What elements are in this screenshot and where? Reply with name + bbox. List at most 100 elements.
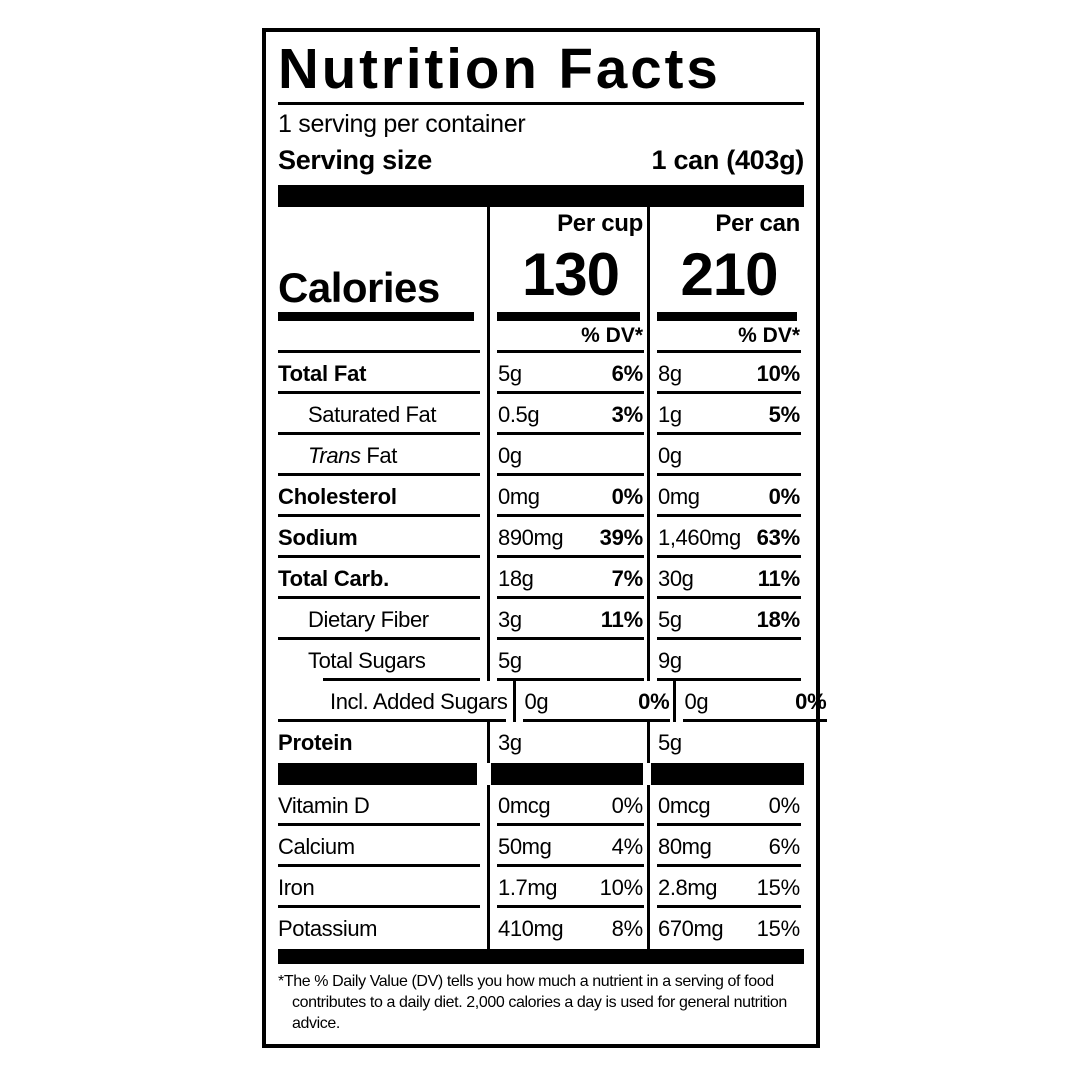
per-cup-amount: 0g [498, 442, 522, 468]
nutrient-label: Total Fat [278, 360, 367, 386]
per-can-dv: 0% [768, 792, 801, 818]
nutrient-label: Iron [278, 874, 315, 900]
per-cup-dv: 6% [611, 360, 644, 386]
nutrient-row-saturated-fat: Saturated Fat 0.5g 3% 1g 5% [278, 394, 804, 435]
nutrient-row-dietary-fiber: Dietary Fiber 3g 11% 5g 18% [278, 599, 804, 640]
calories-underbar [278, 312, 474, 321]
per-cup-dv: 11% [600, 606, 643, 632]
nutrient-label: Dietary Fiber [308, 606, 429, 632]
per-cup-dv: 7% [611, 565, 644, 591]
nutrient-label: Potassium [278, 915, 378, 941]
calories-label-cell: Calories [278, 207, 487, 321]
dv-header-spacer [278, 321, 487, 353]
per-can-dv: 18% [756, 606, 801, 632]
per-cup-dv: 8% [611, 915, 644, 941]
per-can-dv: 0% [768, 483, 801, 509]
per-cup-amount: 3g [498, 606, 522, 632]
per-cup-dv: 39% [599, 524, 644, 550]
per-can-amount: 0g [684, 688, 709, 714]
nutrient-label: Trans Fat [308, 442, 397, 468]
dv-header-row: % DV* % DV* [278, 321, 804, 353]
per-cup-amount: 50mg [498, 833, 552, 859]
per-cup-amount: 0mg [498, 483, 540, 509]
nutrient-row-protein: Protein 3g 5g [278, 722, 804, 763]
nutrient-row-cholesterol: Cholesterol 0mg 0% 0mg 0% [278, 476, 804, 517]
serving-size-row: Serving size 1 can (403g) [278, 140, 804, 180]
per-can-dv: 6% [768, 833, 801, 859]
vitamin-row-potassium: Potassium 410mg 8% 670mg 15% [278, 908, 804, 949]
per-can-amount: 5g [658, 606, 682, 632]
per-can-amount: 0mg [658, 483, 700, 509]
per-can-amount: 670mg [658, 915, 724, 941]
per-can-dv: 10% [756, 360, 801, 386]
per-cup-dv: 0% [611, 792, 644, 818]
per-can-amount: 80mg [658, 833, 712, 859]
nutrient-label: Total Sugars [308, 647, 426, 673]
nutrient-label: Protein [278, 729, 353, 755]
per-cup-amount: 18g [498, 565, 534, 591]
nutrient-label: Incl. Added Sugars [330, 688, 508, 714]
per-cup-calories-value: 130 [521, 241, 620, 308]
serving-size-label: Serving size [278, 145, 432, 175]
footnote-divider-bar [278, 949, 804, 964]
per-cup-dv: 0% [611, 483, 644, 509]
per-can-dv: 63% [756, 524, 801, 550]
per-cup-amount: 5g [498, 360, 522, 386]
per-can-calories-cell: Per can 210 [647, 207, 804, 321]
nutrient-row-total-fat: Total Fat 5g 6% 8g 10% [278, 353, 804, 394]
divider-bar-segment [651, 763, 804, 785]
nutrient-row-trans-fat: Trans Fat 0g 0g [278, 435, 804, 476]
divider-bar-segment [278, 763, 477, 785]
calories-label: Calories [278, 264, 440, 311]
per-can-amount: 9g [658, 647, 682, 673]
nutrient-label: Vitamin D [278, 792, 370, 818]
header-thick-bar [278, 185, 804, 207]
per-cup-amount: 890mg [498, 524, 564, 550]
per-cup-dv: 10% [599, 874, 644, 900]
per-can-amount: 1g [658, 401, 682, 427]
label-title: Nutrition Facts [278, 37, 721, 101]
calories-row: Calories Per cup 130 Per can 210 [278, 207, 804, 321]
nutrient-label: Cholesterol [278, 483, 397, 509]
per-can-amount: 0g [658, 442, 682, 468]
per-cup-dv: 0% [638, 688, 670, 714]
per-can-calories-value: 210 [680, 241, 778, 308]
per-cup-underbar [497, 312, 640, 321]
per-can-dv: 5% [768, 401, 801, 427]
vitamin-row-iron: Iron 1.7mg 10% 2.8mg 15% [278, 867, 804, 908]
per-cup-dv: 3% [611, 401, 644, 427]
per-cup-calories-cell: Per cup 130 [487, 207, 647, 321]
per-cup-header: Per cup [557, 210, 643, 237]
footnote-asterisk: * [278, 973, 284, 990]
nutrient-label: Sodium [278, 524, 358, 550]
per-can-underbar [657, 312, 797, 321]
per-cup-dv-header-cell: % DV* [487, 321, 647, 353]
per-can-dv-header: % DV* [738, 324, 800, 347]
servings-per-container: 1 serving per container [278, 110, 526, 138]
vitamin-row-vitamin-d: Vitamin D 0mcg 0% 0mcg 0% [278, 785, 804, 826]
per-can-header: Per can [715, 210, 800, 237]
per-can-dv: 15% [756, 874, 801, 900]
nutrition-facts-label: Nutrition Facts 1 serving per container … [262, 28, 828, 1048]
nutrient-row-added-sugars: Incl. Added Sugars 0g 0% 0g 0% [278, 681, 828, 722]
per-cup-dv-header: % DV* [581, 324, 643, 347]
per-cup-amount: 410mg [498, 915, 564, 941]
daily-value-footnote: *The % Daily Value (DV) tells you how mu… [278, 973, 787, 1032]
vitamin-row-calcium: Calcium 50mg 4% 80mg 6% [278, 826, 804, 867]
nutrient-label: Calcium [278, 833, 355, 859]
title-divider [278, 102, 804, 105]
per-cup-amount: 3g [498, 729, 522, 755]
per-cup-amount: 1.7mg [498, 874, 558, 900]
nutrient-label: Total Carb. [278, 565, 390, 591]
divider-bar-segment [491, 763, 643, 785]
nutrient-row-sodium: Sodium 890mg 39% 1,460mg 63% [278, 517, 804, 558]
per-cup-amount: 5g [498, 647, 522, 673]
nutrient-label: Saturated Fat [308, 401, 437, 427]
nutrient-row-total-sugars: Total Sugars 5g 9g [278, 640, 804, 681]
per-can-amount: 0mcg [658, 792, 711, 818]
nutrient-row-total-carb: Total Carb. 18g 7% 30g 11% [278, 558, 804, 599]
per-cup-amount: 0g [524, 688, 549, 714]
per-can-amount: 2.8mg [658, 874, 718, 900]
vitamins-divider-bar [278, 763, 804, 785]
